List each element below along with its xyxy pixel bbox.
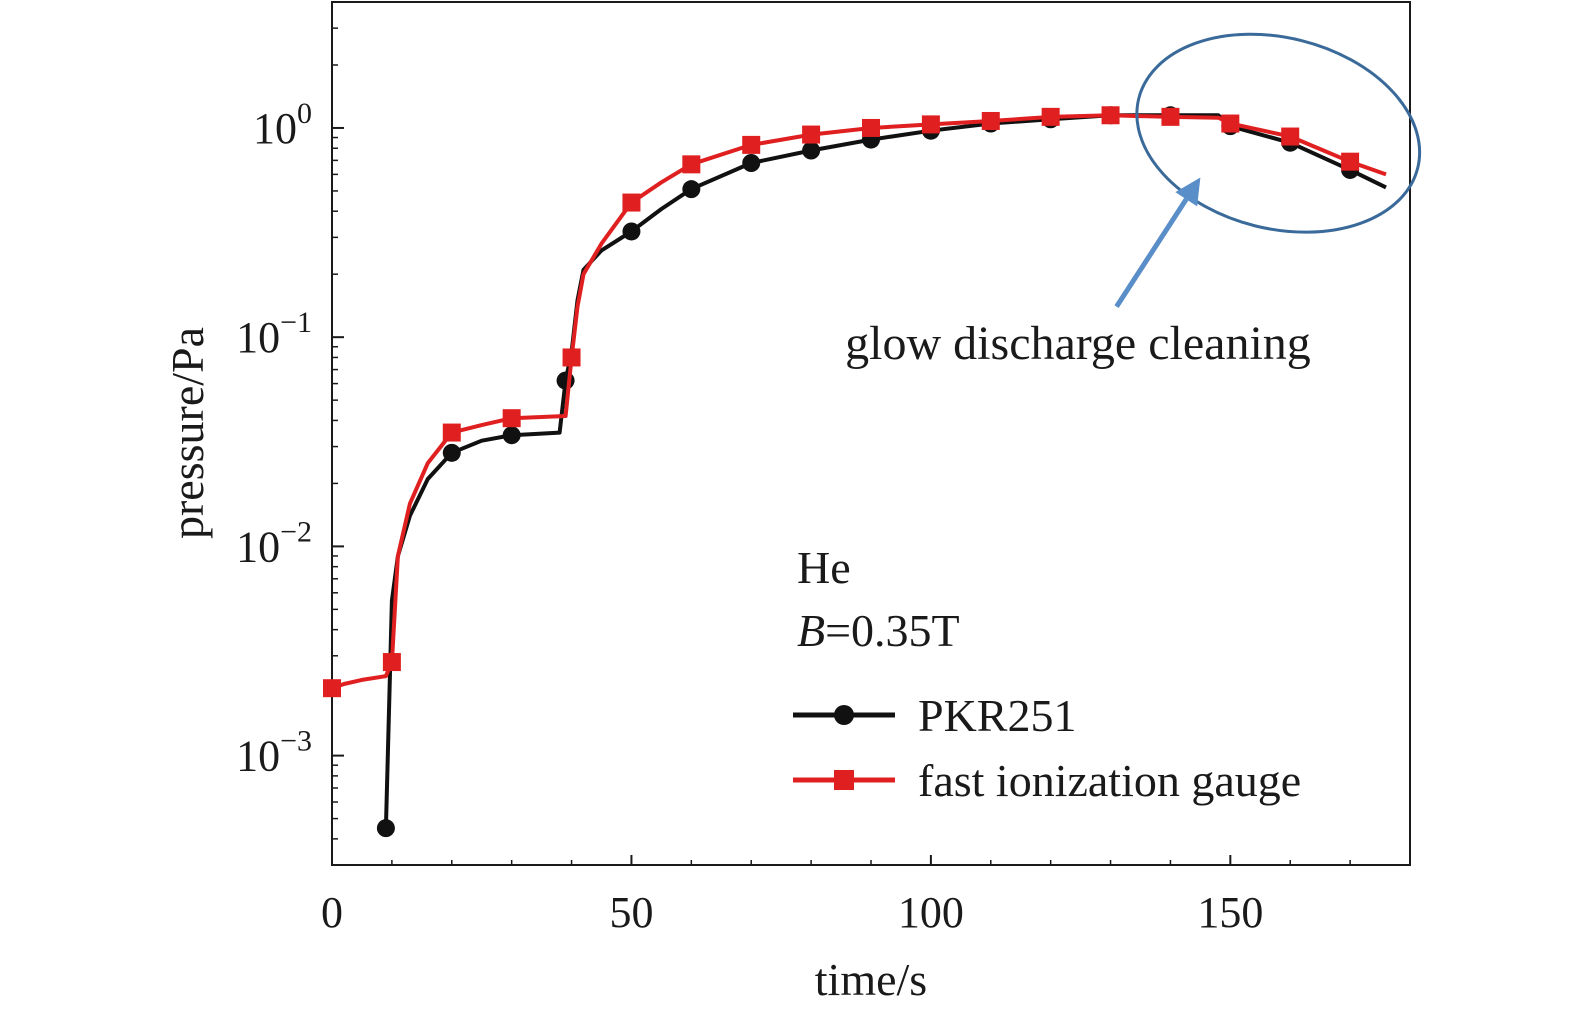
annotation-ellipse <box>1135 32 1422 234</box>
y-tick-exponent: −1 <box>280 306 312 339</box>
data-point-fast-ionization-gauge <box>622 193 641 212</box>
data-point-fast-ionization-gauge <box>682 155 701 174</box>
data-point-fast-ionization-gauge <box>802 125 821 144</box>
x-tick-label: 0 <box>321 888 343 937</box>
data-point-pkr251 <box>376 819 395 838</box>
y-tick-label: 100 <box>253 97 312 153</box>
data-point-fast-ionization-gauge <box>382 653 401 672</box>
x-axis-label: time/s <box>815 954 927 1005</box>
data-point-pkr251 <box>682 180 701 199</box>
legend: PKR251 fast ionization gauge <box>793 690 1301 806</box>
data-point-fast-ionization-gauge <box>562 348 581 367</box>
y-tick-label: 10−1 <box>236 306 312 362</box>
y-tick-exponent: 0 <box>297 97 312 130</box>
y-tick-exponent: −3 <box>280 725 312 758</box>
data-point-fast-ionization-gauge <box>981 111 1000 130</box>
annotation: glow discharge cleaning <box>845 32 1422 370</box>
data-point-fast-ionization-gauge <box>323 679 341 698</box>
legend-marker-fast-ionization-gauge <box>834 770 854 790</box>
x-tick-label: 50 <box>609 888 653 937</box>
data-point-fast-ionization-gauge <box>442 423 461 442</box>
data-point-pkr251 <box>442 443 461 462</box>
field-var: B <box>797 605 825 656</box>
legend-label-pkr251: PKR251 <box>918 690 1076 741</box>
data-point-fast-ionization-gauge <box>1101 106 1120 125</box>
x-axis-ticks: 0 50 100 150 <box>321 855 1351 937</box>
data-point-fast-ionization-gauge <box>921 115 940 134</box>
data-point-pkr251 <box>502 426 521 445</box>
data-point-fast-ionization-gauge <box>1341 152 1360 171</box>
x-tick-label: 150 <box>1197 888 1263 937</box>
data-point-pkr251 <box>742 154 761 173</box>
x-tick-label: 100 <box>898 888 964 937</box>
data-point-fast-ionization-gauge <box>1161 107 1180 126</box>
data-point-pkr251 <box>622 222 641 241</box>
data-point-pkr251 <box>802 141 821 160</box>
y-tick-label: 10−3 <box>236 725 312 781</box>
gas-label: He <box>797 542 851 593</box>
annotation-arrow-head <box>1175 177 1201 207</box>
data-point-fast-ionization-gauge <box>1221 114 1240 133</box>
data-point-fast-ionization-gauge <box>1041 107 1060 126</box>
field-label: B=0.35T <box>797 605 960 656</box>
series-line-fast-ionization-gauge <box>331 113 1387 691</box>
annotation-arrow <box>1114 197 1189 308</box>
y-tick-base: 10 <box>236 522 280 571</box>
series-line-pkr251 <box>383 113 1387 829</box>
y-axis-label: pressure/Pa <box>162 327 213 539</box>
y-tick-label: 10−2 <box>236 515 312 571</box>
legend-label-fast-ionization-gauge: fast ionization gauge <box>918 755 1301 806</box>
series-layer <box>323 106 1387 838</box>
y-tick-exponent: −2 <box>280 515 312 548</box>
legend-marker-pkr251 <box>834 705 854 725</box>
annotation-text: glow discharge cleaning <box>845 317 1311 370</box>
data-point-fast-ionization-gauge <box>1281 127 1300 146</box>
data-point-fast-ionization-gauge <box>502 409 521 428</box>
data-point-fast-ionization-gauge <box>742 135 761 154</box>
field-value: =0.35T <box>825 605 960 656</box>
y-tick-base: 10 <box>253 104 297 153</box>
y-tick-base: 10 <box>236 732 280 781</box>
data-point-fast-ionization-gauge <box>862 118 880 137</box>
y-tick-base: 10 <box>236 313 280 362</box>
